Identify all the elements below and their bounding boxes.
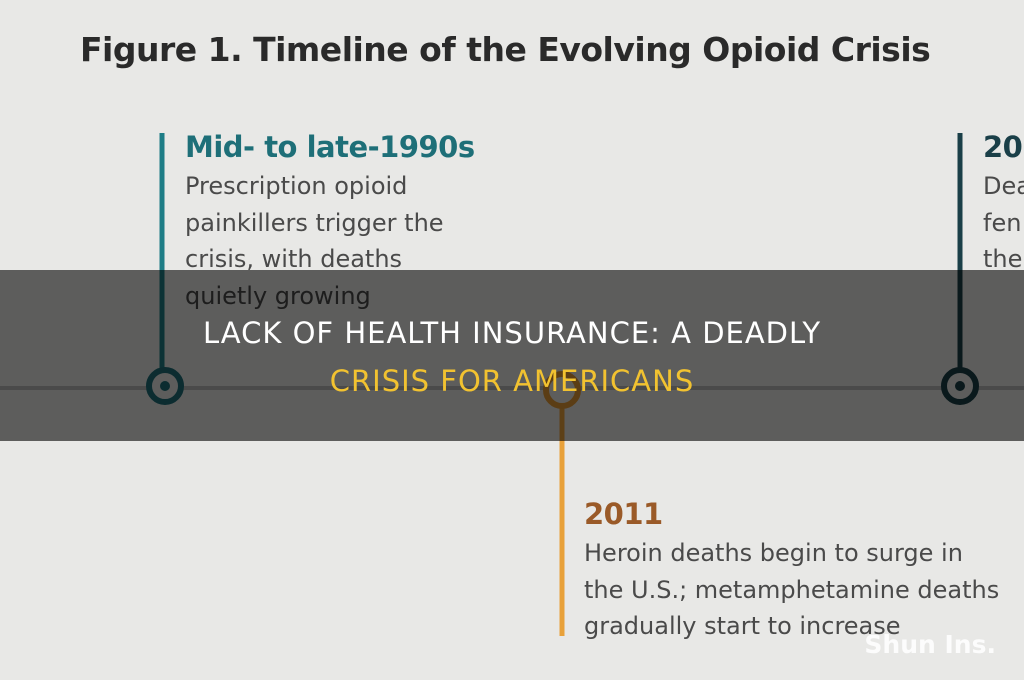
overlay-title: LACK OF HEALTH INSURANCE: A DEADLY: [202, 316, 822, 350]
event-text: the: [983, 245, 1023, 273]
event-text: the U.S.; metamphetamine deaths: [584, 575, 1000, 604]
event-text: Heroin deaths begin to surge in: [584, 539, 963, 567]
event-text: painkillers trigger the: [185, 208, 444, 237]
overlay-band: [0, 270, 1024, 441]
event-heading: Mid- to late-1990s: [185, 130, 475, 164]
overlay-title: CRISIS FOR AMERICANS: [329, 364, 695, 398]
event-heading: 2011: [584, 497, 663, 531]
event-text: gradually start to increase: [584, 612, 901, 640]
event-text: Dea: [983, 172, 1024, 200]
event-text: crisis, with deaths: [185, 245, 403, 273]
event-text: Prescription opioid: [185, 172, 408, 200]
event-heading: 201: [983, 130, 1024, 164]
event-text: fen: [983, 208, 1022, 237]
figure-title: Figure 1. Timeline of the Evolving Opioi…: [80, 30, 931, 69]
watermark: Shun Ins.: [864, 630, 996, 659]
